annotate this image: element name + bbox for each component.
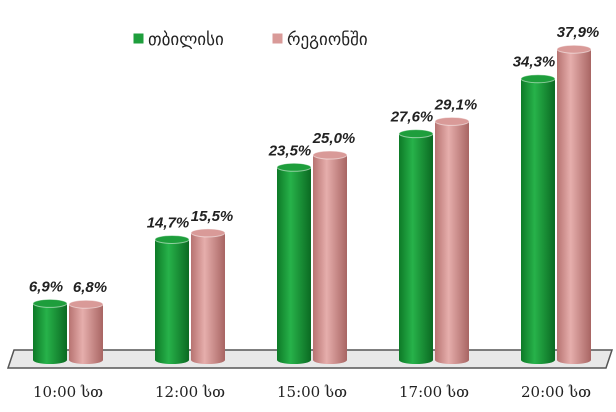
bar	[191, 229, 225, 364]
value-label: 37,9%	[557, 24, 600, 41]
bar-top	[191, 229, 225, 237]
bar-top	[313, 151, 347, 159]
x-tick-label: 20:00 სთ	[521, 383, 591, 401]
bar	[313, 151, 347, 364]
legend-label: თბილისი	[148, 30, 224, 50]
bar	[155, 235, 189, 364]
x-tick-label: 10:00 სთ	[33, 383, 103, 401]
bar	[435, 117, 469, 364]
bar	[521, 75, 555, 364]
value-label: 34,3%	[513, 54, 556, 71]
bar-body	[557, 49, 591, 364]
x-tick-label: 12:00 სთ	[155, 383, 225, 401]
value-label: 27,6%	[390, 109, 434, 126]
bar-top	[69, 300, 103, 308]
bar-body	[155, 239, 189, 364]
bar-body	[435, 121, 469, 364]
bar-top	[435, 117, 469, 125]
legend-label: რეგიონში	[287, 30, 368, 50]
value-label: 15,5%	[191, 208, 234, 225]
bar-body	[521, 79, 555, 364]
legend-marker	[272, 33, 283, 44]
bar-top	[33, 299, 67, 307]
bar	[69, 300, 103, 364]
bar-body	[277, 167, 311, 364]
bar-body	[313, 155, 347, 364]
bar-body	[191, 233, 225, 364]
x-tick-label: 17:00 სთ	[399, 383, 469, 401]
value-label: 25,0%	[312, 130, 356, 147]
bar-body	[399, 134, 433, 364]
bar-top	[521, 75, 555, 83]
bar	[33, 299, 67, 364]
value-label: 23,5%	[268, 142, 312, 159]
bar-top	[277, 163, 311, 171]
bar-top	[155, 235, 189, 243]
bar-body	[33, 303, 67, 364]
value-label: 6,9%	[29, 278, 63, 295]
bar-top	[399, 130, 433, 138]
bar-body	[69, 304, 103, 364]
value-label: 14,7%	[147, 214, 190, 231]
bar-top	[557, 45, 591, 53]
x-tick-label: 15:00 სთ	[277, 383, 347, 401]
bar	[277, 163, 311, 364]
bar	[557, 45, 591, 364]
legend-marker	[133, 33, 144, 44]
value-label: 29,1%	[434, 96, 478, 113]
value-label: 6,8%	[73, 279, 107, 296]
chart: თბილისი რეგიონში 10:00 სთ 6,9% 6,8% 12:00 სთ 1…	[0, 0, 616, 412]
bar	[399, 130, 433, 364]
